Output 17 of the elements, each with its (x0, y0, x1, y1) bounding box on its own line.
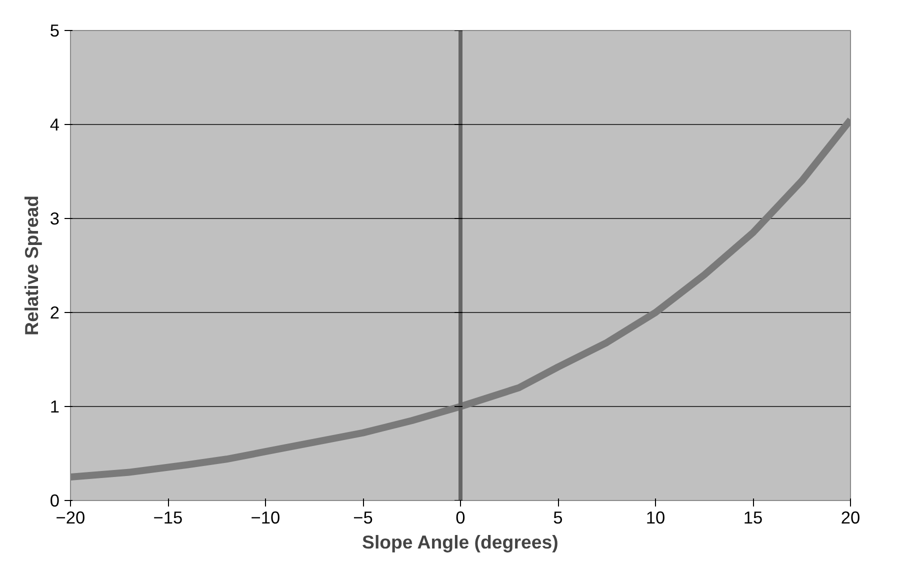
x-tick-label: 10 (646, 508, 666, 528)
x-tick-label: 15 (743, 508, 763, 528)
y-tick-label: 5 (50, 20, 60, 40)
y-tick-label: 1 (50, 396, 60, 416)
x-tick-label: −20 (56, 508, 86, 528)
y-axis-title: Relative Spread (20, 195, 42, 336)
y-tick-label: 4 (50, 114, 60, 134)
x-tick-label: −5 (353, 508, 373, 528)
y-tick-label: 0 (50, 490, 60, 510)
x-tick-label: −10 (250, 508, 280, 528)
x-tick-label: −15 (153, 508, 183, 528)
x-tick-label: 0 (456, 508, 466, 528)
x-tick-label: 20 (840, 508, 860, 528)
x-tick-label: 5 (553, 508, 563, 528)
y-tick-label: 2 (50, 302, 60, 322)
x-axis-title: Slope Angle (degrees) (362, 532, 558, 552)
y-tick-label: 3 (50, 208, 60, 228)
